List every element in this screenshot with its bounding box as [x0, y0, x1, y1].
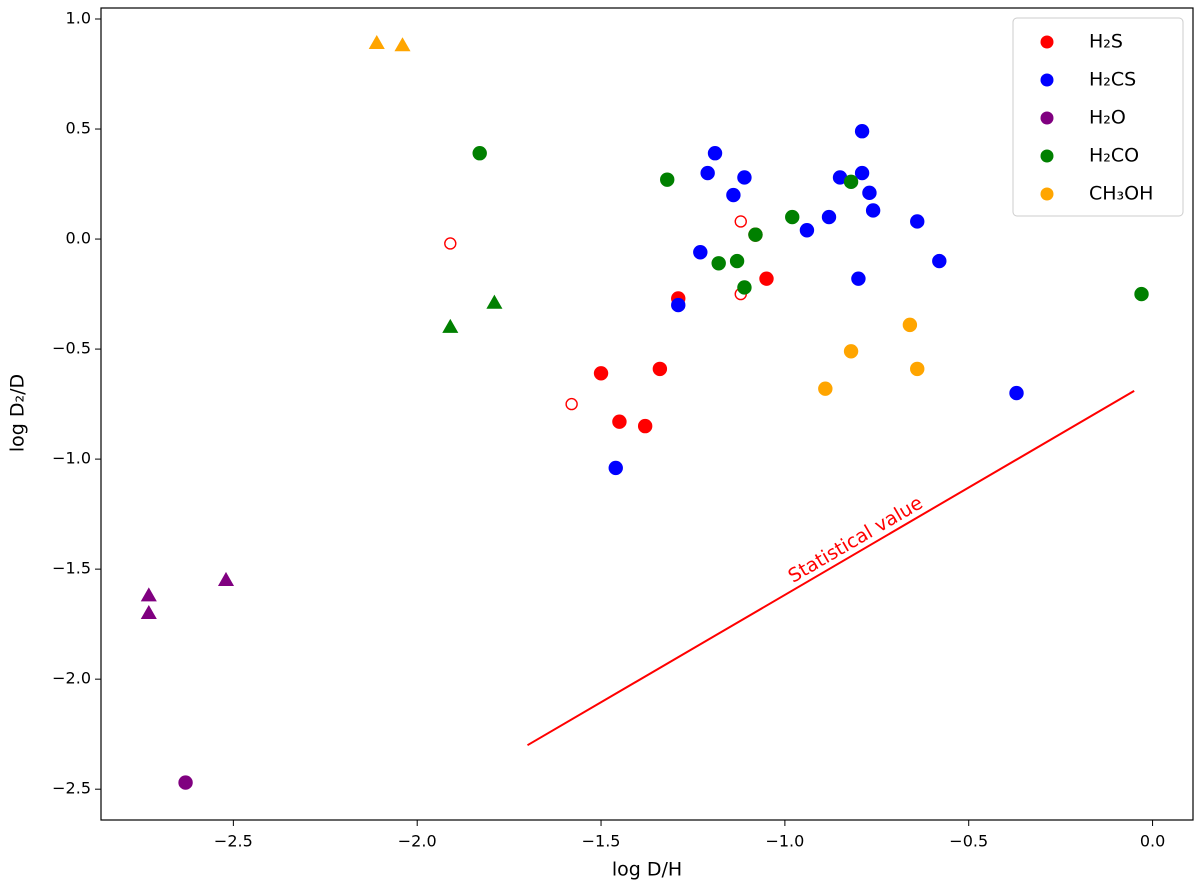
circle-point — [671, 297, 686, 313]
y-tick-label: 1.0 — [66, 9, 91, 28]
legend-marker — [1040, 73, 1054, 87]
legend-label: CH₃OH — [1089, 183, 1153, 205]
legend-label: H₂CS — [1089, 69, 1136, 91]
circle-point — [785, 209, 800, 225]
circle-point — [818, 381, 833, 396]
circle-point — [444, 237, 457, 250]
legend-marker — [1040, 35, 1054, 49]
x-tick-label: −1.0 — [765, 832, 804, 851]
legend-label: H₂S — [1089, 31, 1123, 53]
circle-point — [1134, 286, 1149, 302]
reference-line — [527, 390, 1135, 747]
x-tick-label: 0.0 — [1140, 832, 1165, 851]
circle-point — [737, 170, 752, 185]
legend-marker — [1040, 187, 1054, 201]
circle-point — [565, 397, 578, 411]
circle-point — [700, 165, 715, 181]
x-tick-label: −2.0 — [398, 832, 437, 851]
triangle-point — [217, 571, 235, 586]
y-tick-label: −2.0 — [52, 669, 91, 688]
circle-point — [1009, 385, 1024, 401]
triangle-point — [486, 294, 503, 309]
y-tick-label: −0.5 — [52, 339, 91, 358]
y-tick-label: 0.0 — [66, 229, 91, 248]
y-tick-label: −1.0 — [52, 449, 91, 468]
y-tick-label: −1.5 — [52, 559, 91, 578]
circle-point — [910, 361, 925, 377]
legend-box — [1012, 17, 1184, 217]
legend-label: H₂CO — [1089, 145, 1139, 167]
circle-point — [854, 124, 870, 139]
circle-point — [726, 187, 741, 203]
triangle-point — [394, 37, 411, 52]
circle-point — [932, 253, 947, 269]
circle-point — [910, 214, 925, 229]
circle-point — [851, 271, 866, 286]
circle-point — [862, 185, 877, 201]
circle-point — [734, 215, 747, 228]
circle-point — [660, 172, 675, 187]
legend-label: H₂O — [1089, 107, 1126, 129]
circle-point — [843, 344, 859, 359]
circle-point — [737, 280, 752, 295]
y-tick-label: −2.5 — [52, 779, 91, 798]
legend-marker — [1040, 111, 1054, 125]
circle-point — [612, 414, 627, 429]
circle-point — [693, 245, 708, 260]
y-axis-label: log D₂/D — [7, 374, 29, 452]
circle-point — [593, 366, 609, 381]
circle-point — [854, 165, 870, 181]
triangle-point — [442, 318, 459, 333]
x-tick-label: −0.5 — [949, 832, 988, 851]
triangle-point — [368, 34, 385, 50]
circle-point — [472, 146, 487, 161]
circle-point — [748, 227, 763, 242]
x-tick-label: −2.5 — [214, 832, 253, 851]
circle-point — [729, 253, 745, 269]
y-tick-label: 0.5 — [66, 119, 91, 138]
circle-point — [821, 209, 837, 225]
circle-point — [902, 317, 918, 333]
x-tick-label: −1.5 — [582, 832, 621, 851]
circle-point — [608, 460, 623, 476]
circle-point — [799, 223, 815, 238]
circle-point — [865, 203, 881, 218]
circle-point — [637, 418, 653, 434]
legend-marker — [1040, 149, 1054, 163]
circle-point — [843, 174, 859, 190]
triangle-point — [140, 587, 157, 602]
plot-frame — [100, 7, 1194, 821]
x-axis-label: log D/H — [612, 859, 682, 881]
circle-point — [711, 256, 726, 271]
circle-point — [652, 361, 668, 377]
line-annotation: Statistical value — [784, 492, 926, 588]
circle-point — [707, 146, 723, 161]
circle-point — [178, 775, 193, 790]
circle-point — [759, 271, 774, 286]
triangle-point — [140, 604, 157, 619]
